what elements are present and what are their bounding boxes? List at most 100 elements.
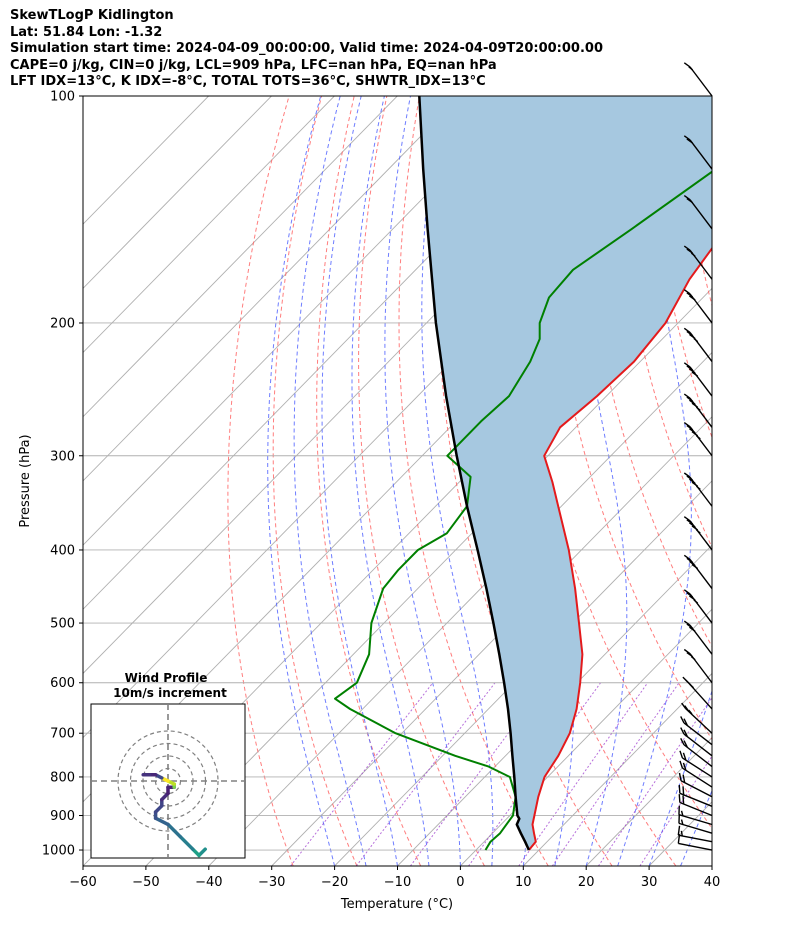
- wind-profile-inset: Wind Profile 10m/s increment: [90, 671, 246, 859]
- x-axis-label: Temperature (°C): [340, 897, 453, 912]
- barb-flag: [682, 762, 687, 771]
- dry-adiabat: [581, 96, 712, 648]
- isotherm-line: [711, 865, 712, 866]
- wind-barb: [677, 825, 713, 843]
- x-tick-label: −20: [321, 875, 348, 890]
- wind-barb: [683, 648, 713, 684]
- y-tick-label: 100: [50, 90, 75, 105]
- barb-half-flag: [696, 406, 701, 411]
- barb-flag: [686, 425, 693, 431]
- barb-staff: [678, 834, 713, 843]
- isotherm-line: [83, 96, 524, 546]
- barb-flag: [686, 396, 693, 402]
- barb-flag: [683, 472, 691, 478]
- dewpoint-line: [334, 170, 712, 851]
- barb-staff: [689, 66, 713, 97]
- y-tick-label: 600: [50, 676, 75, 691]
- isotherm-line: [460, 608, 712, 866]
- barb-flag: [686, 592, 693, 598]
- barb-flag: [682, 752, 687, 761]
- barb-staff: [683, 733, 713, 757]
- barb-flag: [686, 292, 693, 298]
- x-tick-label: 20: [578, 875, 595, 890]
- wind-barb: [678, 772, 713, 798]
- barb-half-flag: [680, 810, 684, 816]
- barb-half-flag: [689, 683, 694, 689]
- barb-flag: [683, 516, 691, 522]
- barb-flag: [685, 679, 692, 686]
- barb-flag: [686, 623, 693, 629]
- barb-flag: [689, 626, 696, 632]
- y-tick-label: 900: [50, 809, 75, 824]
- dry-adiabat: [511, 96, 712, 830]
- barb-flag: [691, 481, 699, 487]
- dry-adiabat: [745, 96, 794, 866]
- dry-adiabat: [358, 96, 485, 866]
- x-tick-label: 40: [704, 875, 721, 890]
- barb-half-flag: [693, 337, 699, 343]
- wind-barb: [679, 760, 713, 788]
- wind-barb: [683, 554, 713, 589]
- barb-flag: [683, 718, 688, 726]
- barb-half-flag: [688, 66, 694, 71]
- moist-adiabat: [267, 96, 336, 866]
- barb-flag: [691, 525, 699, 531]
- barb-flag: [678, 784, 681, 794]
- profile-lines: [334, 96, 712, 851]
- wind-barb: [683, 327, 713, 362]
- barb-half-flag: [690, 252, 696, 257]
- barb-flag: [680, 737, 685, 746]
- y-tick-label: 300: [50, 449, 75, 464]
- time-line: Simulation start time: 2024-04-09_00:00:…: [10, 41, 603, 56]
- dry-adiabat: [713, 96, 794, 866]
- parcel-line: [418, 96, 531, 851]
- barb-flag: [689, 595, 696, 601]
- barb-flag: [689, 478, 696, 484]
- barb-flag: [689, 368, 696, 374]
- barb-flag: [680, 727, 685, 735]
- barb-flag: [682, 774, 686, 783]
- inset-title: Wind Profile: [125, 671, 208, 685]
- barb-staff: [679, 801, 713, 817]
- barb-staff: [689, 199, 713, 230]
- y-axis-label: Pressure (hPa): [18, 434, 33, 527]
- barb-flag: [686, 198, 693, 204]
- mixing-ratio-line: [551, 682, 680, 866]
- barb-flag: [686, 557, 693, 564]
- temperature-line: [528, 246, 712, 851]
- barb-flag: [686, 365, 693, 371]
- wind-barb: [678, 805, 713, 826]
- isotherm-line: [83, 96, 335, 354]
- barb-flag: [686, 652, 693, 658]
- wind-barb: [680, 716, 713, 746]
- y-axis-ticks: 1000 900 800 700 600 500 400 300 200 100: [42, 90, 83, 859]
- barb-staff: [683, 722, 713, 746]
- moist-adiabat: [321, 96, 398, 866]
- barb-staff: [678, 813, 713, 826]
- barb-staff: [678, 842, 713, 851]
- wind-barb: [683, 62, 713, 97]
- wind-barb: [683, 245, 713, 280]
- dry-adiabat: [272, 96, 358, 866]
- wind-barb: [681, 702, 713, 734]
- dry-adiabat: [646, 96, 712, 439]
- x-tick-label: 0: [456, 875, 464, 890]
- moist-adiabat: [572, 96, 628, 866]
- isotherm-line: [271, 416, 712, 866]
- barb-flag: [691, 371, 699, 377]
- barb-staff: [682, 757, 713, 778]
- barb-flag: [686, 330, 693, 337]
- y-tick-label: 400: [50, 543, 75, 558]
- barb-flag: [683, 729, 688, 737]
- barb-flag: [679, 750, 684, 759]
- barb-flag: [689, 333, 696, 340]
- inset-subtitle: 10m/s increment: [113, 686, 227, 700]
- wind-barb: [683, 194, 713, 230]
- wind-barb: [683, 362, 713, 397]
- y-tick-label: 200: [50, 316, 75, 331]
- wind-barb: [683, 393, 713, 428]
- wind-barb: [683, 472, 713, 507]
- mixing-ratio-line: [355, 682, 496, 866]
- barb-flag: [679, 760, 684, 769]
